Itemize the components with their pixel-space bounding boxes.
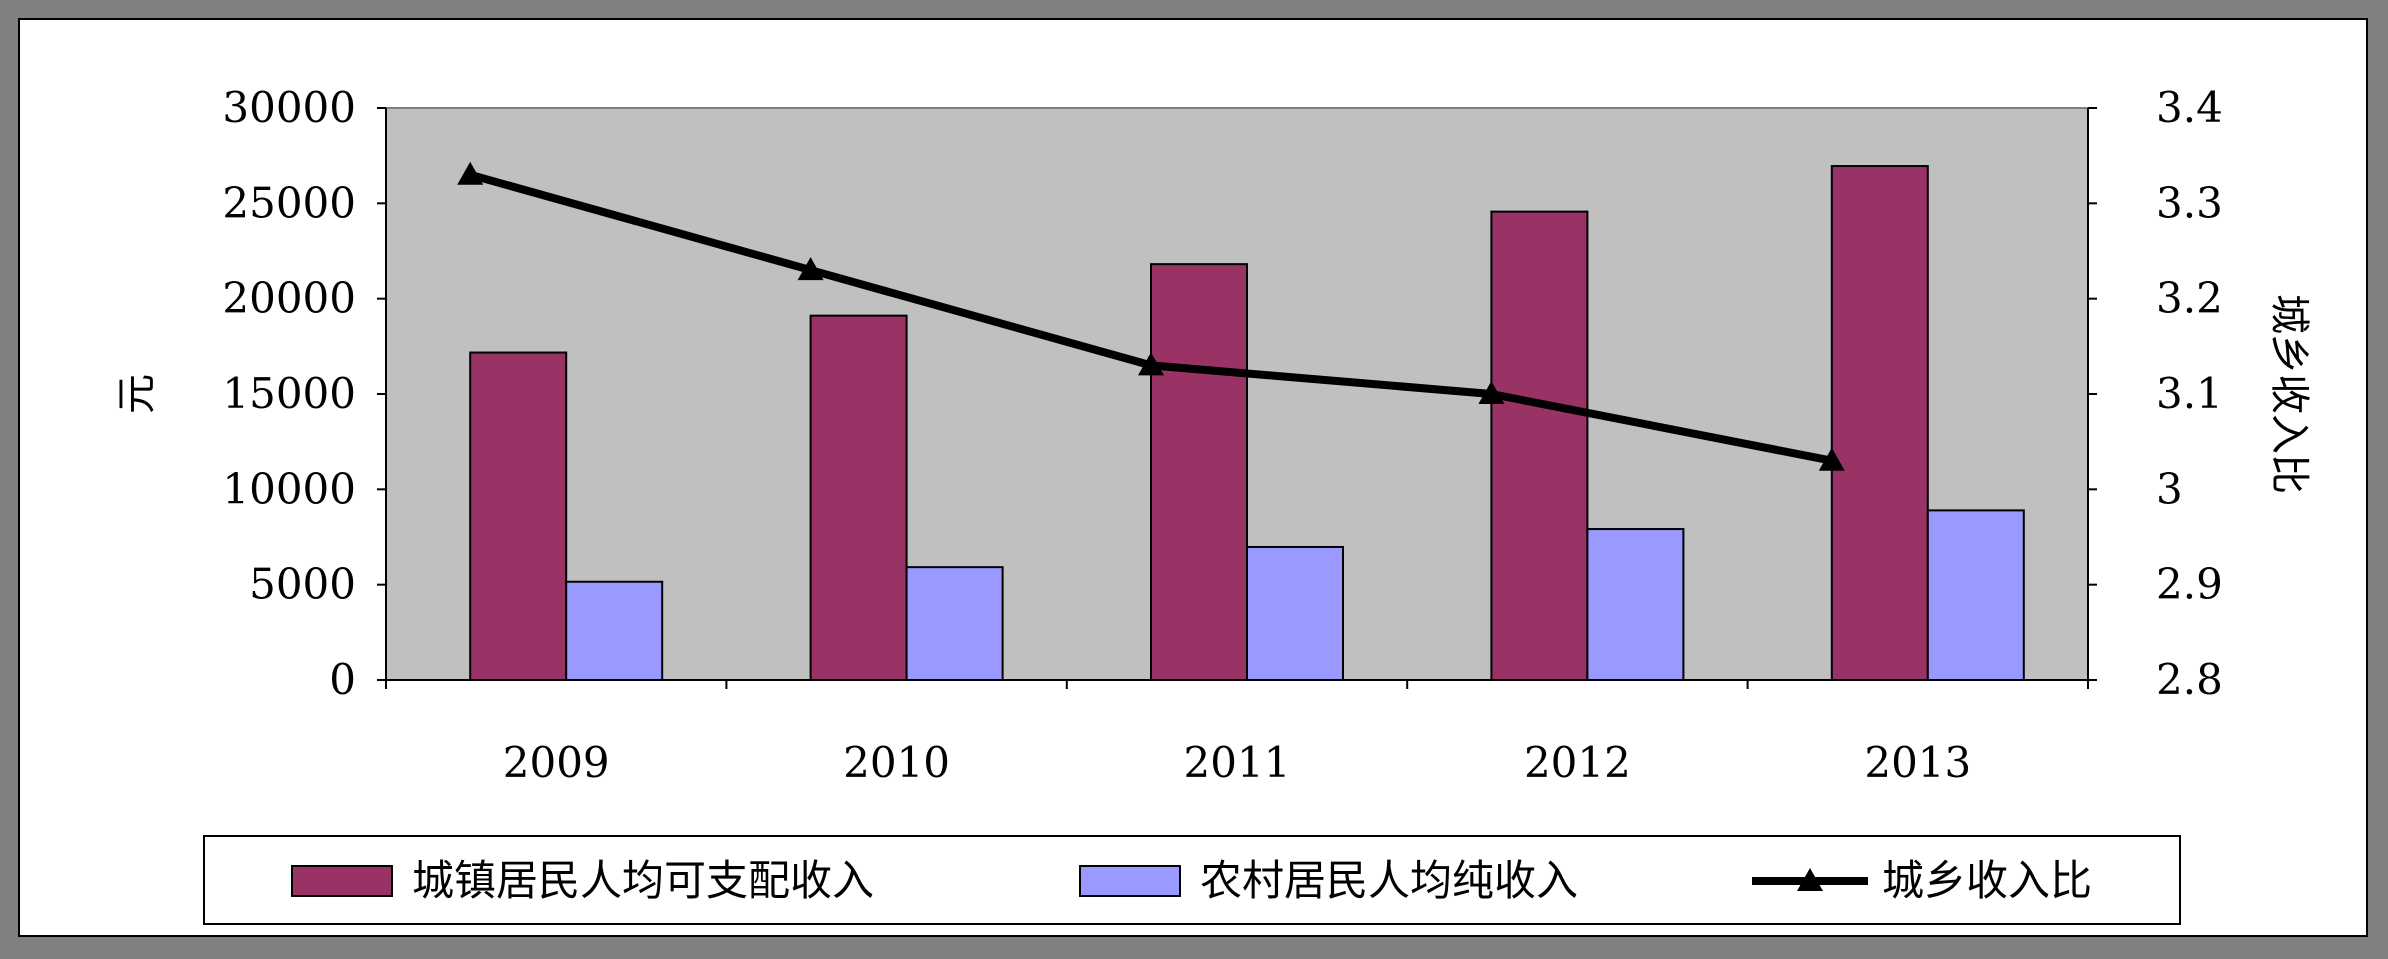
- bar-urban-2012: [1490, 210, 1589, 682]
- y2-tick-label: 2.8: [2156, 655, 2223, 704]
- y-tick-label: 25000: [222, 178, 356, 227]
- y2-axis-label: 城乡收入比: [2266, 294, 2312, 494]
- ratio-marker-2009: [457, 161, 484, 185]
- y2-tick-label: 3.3: [2156, 178, 2223, 227]
- bar-urban-2009: [469, 351, 568, 681]
- y2-tick-label: 2.9: [2156, 560, 2223, 609]
- x-tick-label: 2010: [843, 738, 950, 787]
- y2-tick-label: 3.2: [2156, 274, 2223, 323]
- legend-rural-swatch: [1079, 865, 1181, 897]
- bar-rural-2011: [1246, 545, 1344, 681]
- x-tick-label: 2012: [1524, 738, 1631, 787]
- y-axis-label: 元: [114, 374, 160, 414]
- y-tick-label: 30000: [222, 83, 356, 132]
- bar-rural-2009: [565, 580, 664, 681]
- legend-rural-label: 农村居民人均纯收入: [1200, 856, 1578, 905]
- y-tick-label: 20000: [222, 274, 356, 323]
- bar-rural-2010: [905, 566, 1004, 682]
- legend-ratio-marker: [1797, 868, 1823, 891]
- y-tick-label: 15000: [222, 369, 356, 418]
- y2-tick-label: 3.1: [2156, 369, 2223, 418]
- ratio-marker-2010: [797, 257, 824, 281]
- ratio-marker-2012: [1478, 381, 1505, 404]
- x-tick-label: 2013: [1864, 738, 1971, 787]
- y2-tick-label: 3.4: [2156, 83, 2223, 132]
- x-tick-label: 2011: [1184, 738, 1291, 787]
- chart: 0 5000 10000 15000 20000 25000 30000 2.8 2.9 3 3.…: [114, 83, 2312, 925]
- legend-urban-label: 城镇居民人均可支配收入: [412, 856, 874, 905]
- bar-rural-2012: [1586, 528, 1685, 681]
- y-tick-label: 0: [329, 655, 356, 704]
- bar-urban-2010: [809, 314, 908, 681]
- y-tick-label: 5000: [249, 560, 356, 609]
- ratio-marker-2013: [1818, 447, 1845, 471]
- legend-ratio-label: 城乡收入比: [1882, 856, 2092, 905]
- y2-tick-label: 3: [2156, 464, 2183, 513]
- legend-urban-swatch: [291, 865, 393, 897]
- x-tick-label: 2009: [503, 738, 610, 787]
- y-tick-label: 10000: [222, 464, 356, 513]
- chart-frame: 0 5000 10000 15000 20000 25000 30000 2.8 2.9 3 3.…: [18, 18, 2368, 937]
- bar-urban-2013: [1830, 165, 1929, 682]
- bar-rural-2013: [1926, 509, 2025, 681]
- ratio-marker-2011: [1138, 352, 1164, 376]
- bar-urban-2011: [1150, 263, 1248, 681]
